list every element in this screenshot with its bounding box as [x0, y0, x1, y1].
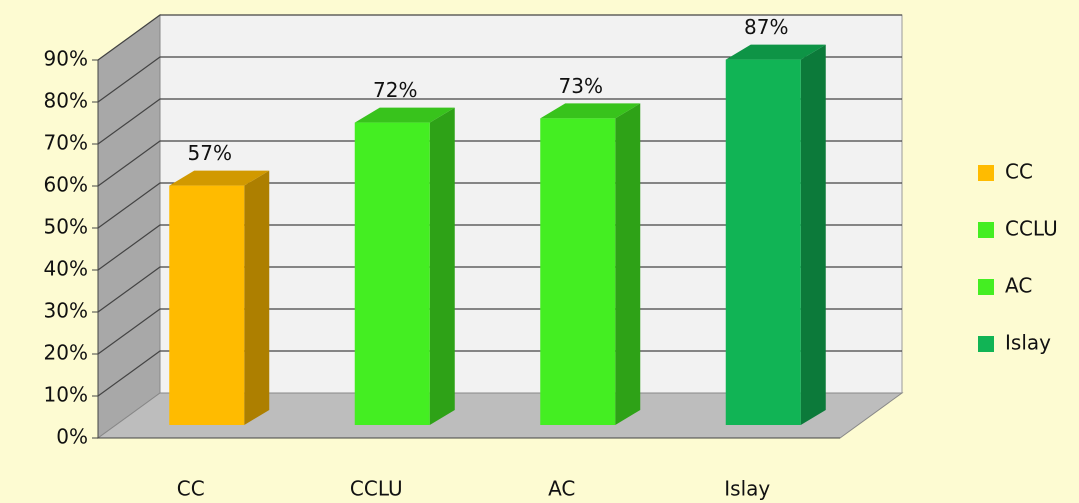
y-tick-label: 90% — [44, 47, 88, 71]
y-tick-label: 80% — [44, 89, 88, 113]
bar-side — [800, 44, 826, 425]
grid-line — [97, 14, 902, 61]
legend-label: Islay — [1005, 331, 1051, 355]
bar-top — [354, 107, 455, 123]
bar-top — [725, 44, 826, 60]
legend-label: AC — [1005, 274, 1032, 298]
bar — [540, 118, 616, 426]
legend-swatch — [978, 165, 994, 181]
bar-side — [244, 170, 270, 425]
legend-label: CCLU — [1005, 217, 1058, 241]
value-label: 73% — [559, 74, 603, 98]
y-tick-label: 40% — [44, 257, 88, 281]
x-tick-label: CCLU — [350, 477, 403, 501]
grid-line — [97, 308, 902, 355]
y-tick-label: 60% — [44, 173, 88, 197]
y-tick-label: 0% — [56, 425, 88, 449]
legend-swatch — [978, 336, 994, 352]
legend-label: CC — [1005, 160, 1033, 184]
x-tick-label: Islay — [724, 477, 770, 501]
grid-line — [97, 224, 902, 271]
y-tick-label: 30% — [44, 299, 88, 323]
bar-top — [169, 170, 270, 186]
bar-top — [540, 103, 641, 119]
value-label: 57% — [188, 141, 232, 165]
value-label: 72% — [373, 78, 417, 102]
bar-side — [615, 103, 641, 426]
x-tick-label: AC — [548, 477, 575, 501]
bar-side — [429, 107, 455, 425]
y-tick-label: 10% — [44, 383, 88, 407]
grid-line — [97, 350, 902, 397]
bar — [725, 59, 801, 425]
grid-line — [97, 182, 902, 229]
y-tick-label: 70% — [44, 131, 88, 155]
side-wall — [97, 14, 161, 439]
bar — [169, 185, 245, 425]
y-tick-label: 50% — [44, 215, 88, 239]
bar — [354, 122, 430, 425]
grid-line — [97, 140, 902, 187]
legend-swatch — [978, 279, 994, 295]
grid-line — [97, 56, 902, 103]
x-tick-label: CC — [177, 477, 205, 501]
grid-line — [97, 266, 902, 313]
grid-line — [97, 98, 902, 145]
value-label: 87% — [744, 15, 788, 39]
y-tick-label: 20% — [44, 341, 88, 365]
legend-swatch — [978, 222, 994, 238]
